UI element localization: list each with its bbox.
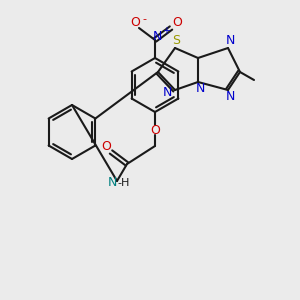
Text: N: N bbox=[152, 31, 162, 44]
Text: N: N bbox=[225, 89, 235, 103]
Text: S: S bbox=[172, 34, 180, 47]
Text: O: O bbox=[172, 16, 182, 29]
Text: N: N bbox=[162, 86, 172, 100]
Text: N: N bbox=[107, 176, 117, 190]
Text: N: N bbox=[225, 34, 235, 47]
Text: O: O bbox=[130, 16, 140, 29]
Text: O: O bbox=[150, 124, 160, 136]
Text: O: O bbox=[101, 140, 111, 154]
Text: N: N bbox=[195, 82, 205, 95]
Text: -H: -H bbox=[118, 178, 130, 188]
Text: +: + bbox=[162, 26, 170, 36]
Text: -: - bbox=[142, 14, 146, 24]
